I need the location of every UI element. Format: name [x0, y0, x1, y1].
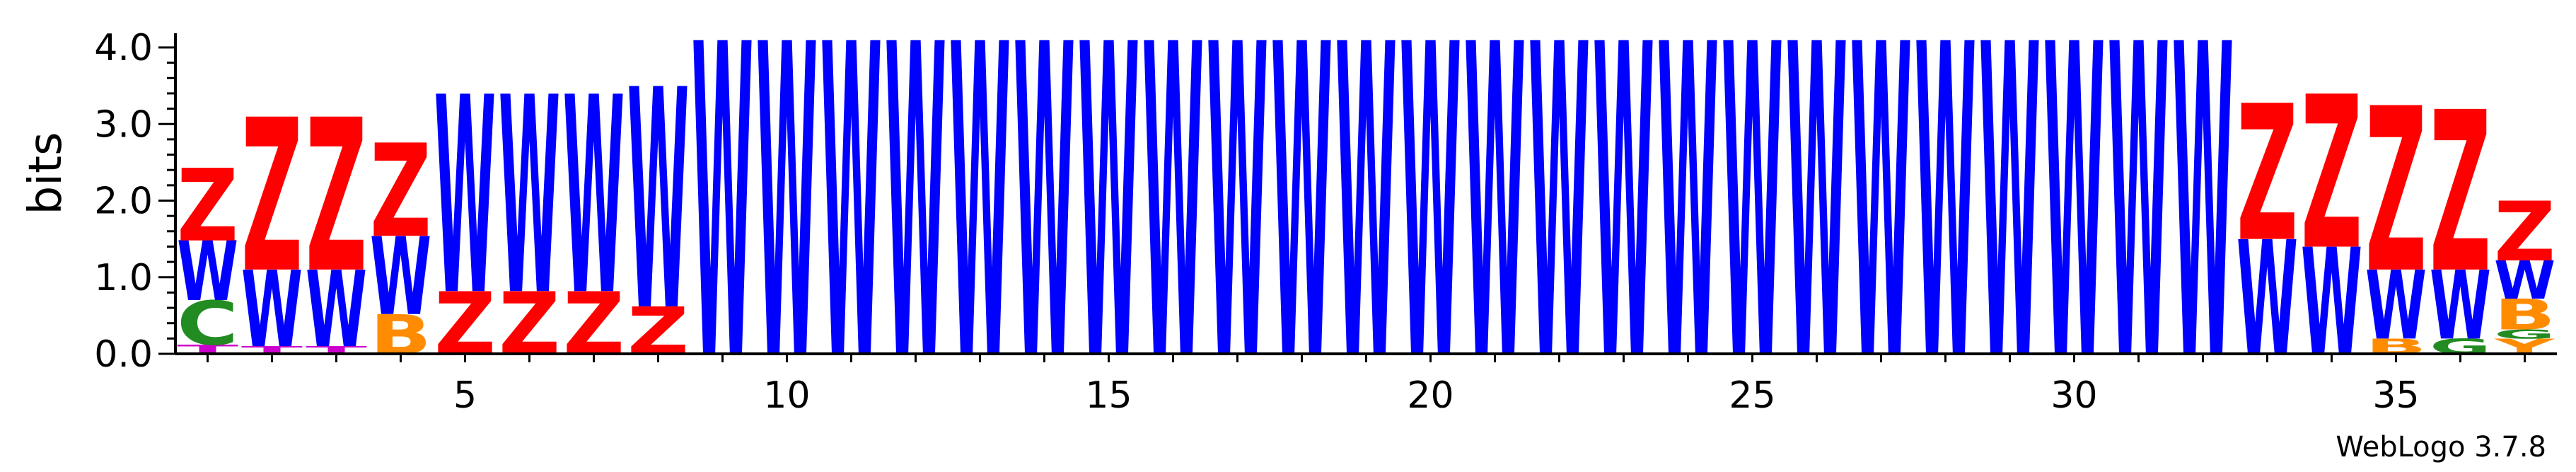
logo-glyph-w-pos-2: W — [241, 250, 303, 372]
x-tick-label: 25 — [1729, 374, 1775, 417]
logo-glyph-w-pos-29: W — [1979, 0, 2041, 456]
logo-glyph-z-pos-4: Z — [370, 117, 431, 267]
y-tick-label: 3.0 — [94, 103, 153, 146]
x-tick-label: 15 — [1085, 374, 1132, 417]
logo-glyph-w-pos-30: W — [2043, 0, 2105, 456]
logo-glyph-z-pos-33: Z — [2236, 67, 2298, 283]
logo-glyph-w-pos-27: W — [1850, 0, 1912, 456]
logo-glyph-w-pos-31: W — [2108, 0, 2169, 456]
logo-glyph-w-pos-36: W — [2430, 251, 2491, 361]
logo-glyph-w-pos-5: W — [434, 41, 496, 356]
x-tick-label: 30 — [2050, 374, 2097, 417]
logo-glyph-z-pos-36: Z — [2430, 65, 2491, 322]
x-tick-label: 35 — [2372, 374, 2419, 417]
logo-glyph-w-pos-3: W — [306, 250, 367, 372]
logo-glyph-z-pos-3: Z — [306, 76, 367, 320]
logo-glyph-w-pos-21: W — [1464, 0, 1526, 456]
logo-glyph-z-pos-34: Z — [2301, 52, 2362, 297]
x-tick-label: 5 — [453, 374, 477, 417]
logo-glyph-w-pos-12: W — [885, 0, 946, 456]
logo-glyph-w-pos-24: W — [1657, 0, 1719, 456]
axes-layer: 0.0 1.0 2.0 3.0 4.0 5 10 15 20 25 30 35 — [94, 27, 2557, 417]
y-axis-label: bits — [20, 132, 72, 215]
logo-glyph-w-pos-4: W — [370, 216, 431, 340]
logo-glyph-z-pos-37: Z — [2494, 185, 2555, 280]
logo-glyph-w-pos-32: W — [2172, 0, 2234, 456]
x-tick-label: 10 — [763, 374, 810, 417]
y-ticks: 0.0 1.0 2.0 3.0 4.0 — [94, 27, 175, 376]
x-ticks: 5 10 15 20 25 30 35 — [207, 354, 2526, 417]
logo-glyph-w-pos-20: W — [1400, 0, 1461, 456]
logo-glyph-w-pos-11: W — [820, 0, 882, 456]
logo-glyph-z-pos-1: Z — [177, 149, 238, 265]
y-tick-label: 0.0 — [94, 333, 153, 376]
logo-glyph-w-pos-16: W — [1142, 0, 1204, 456]
logo-glyph-z-pos-2: Z — [241, 76, 303, 320]
y-tick-label: 2.0 — [94, 180, 153, 223]
logo-glyph-c-pos-1: C — [177, 289, 238, 359]
logo-glyph-w-pos-26: W — [1786, 0, 1847, 456]
logo-glyph-w-pos-7: W — [563, 41, 625, 356]
logo-glyph-w-pos-23: W — [1593, 0, 1654, 456]
logo-glyph-w-pos-17: W — [1207, 0, 1268, 456]
logo-glyph-w-pos-10: W — [756, 0, 818, 456]
logo-glyph-w-pos-25: W — [1722, 0, 1783, 456]
x-tick-label: 20 — [1407, 374, 1454, 417]
logo-glyph-w-pos-8: W — [627, 27, 689, 378]
logo-glyph-g-pos-37: G — [2494, 327, 2555, 342]
weblogo-credit: WebLogo 3.7.8 — [2336, 431, 2546, 464]
logo-glyph-w-pos-13: W — [949, 0, 1011, 456]
y-tick-label: 4.0 — [94, 27, 153, 69]
logo-glyph-z-pos-35: Z — [2365, 59, 2427, 323]
logo-glyph-w-pos-37: W — [2494, 251, 2555, 311]
y-tick-label: 1.0 — [94, 257, 153, 299]
logo-glyph-b-pos-37: B — [2494, 291, 2555, 339]
logo-glyph-w-pos-18: W — [1271, 0, 1333, 456]
logo-glyph-w-pos-14: W — [1014, 0, 1075, 456]
logo-glyph-w-pos-1: W — [177, 225, 238, 320]
logo-glyph-w-pos-19: W — [1335, 0, 1397, 456]
logo-glyph-w-pos-9: W — [692, 0, 753, 456]
logo-glyph-w-pos-28: W — [1915, 0, 1976, 456]
logo-glyph-w-pos-15: W — [1078, 0, 1139, 456]
logo-glyph-w-pos-22: W — [1528, 0, 1590, 456]
logo-glyph-w-pos-6: W — [499, 41, 560, 356]
logo-glyph-w-pos-35: W — [2365, 251, 2427, 361]
